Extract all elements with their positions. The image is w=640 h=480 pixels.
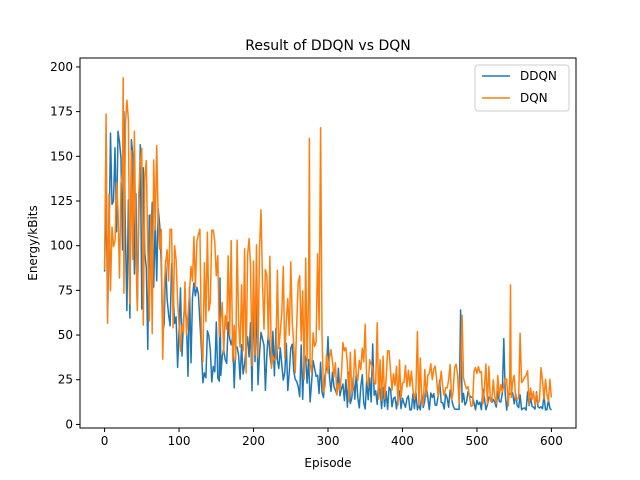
y-tick-label: 0 [65,417,73,431]
x-tick-label: 400 [391,434,414,448]
chart-title: Result of DDQN vs DQN [245,38,410,54]
x-tick-label: 200 [242,434,265,448]
x-tick-label: 100 [168,434,191,448]
x-axis-label: Episode [304,456,351,470]
plot-area [103,76,553,411]
y-tick-label: 25 [58,373,73,387]
legend-label-ddqn: DDQN [520,69,557,83]
x-axis: 0 100 200 300 400 500 600 [101,428,563,448]
y-axis-label: Energy/kBits [26,205,40,281]
y-tick-label: 175 [50,105,73,119]
y-tick-label: 100 [50,239,73,253]
legend: DDQN DQN [474,64,570,112]
y-axis: 0 25 50 75 100 125 150 175 200 [50,60,80,431]
x-tick-label: 600 [540,434,563,448]
y-tick-label: 150 [50,149,73,163]
y-tick-label: 200 [50,60,73,74]
y-tick-label: 125 [50,194,73,208]
y-tick-label: 75 [58,283,73,297]
y-tick-label: 50 [58,328,73,342]
legend-label-dqn: DQN [520,91,548,105]
series-layer [103,76,553,411]
x-tick-label: 500 [465,434,488,448]
x-tick-label: 300 [317,434,340,448]
x-tick-label: 0 [101,434,109,448]
series-line-dqn [103,76,553,408]
